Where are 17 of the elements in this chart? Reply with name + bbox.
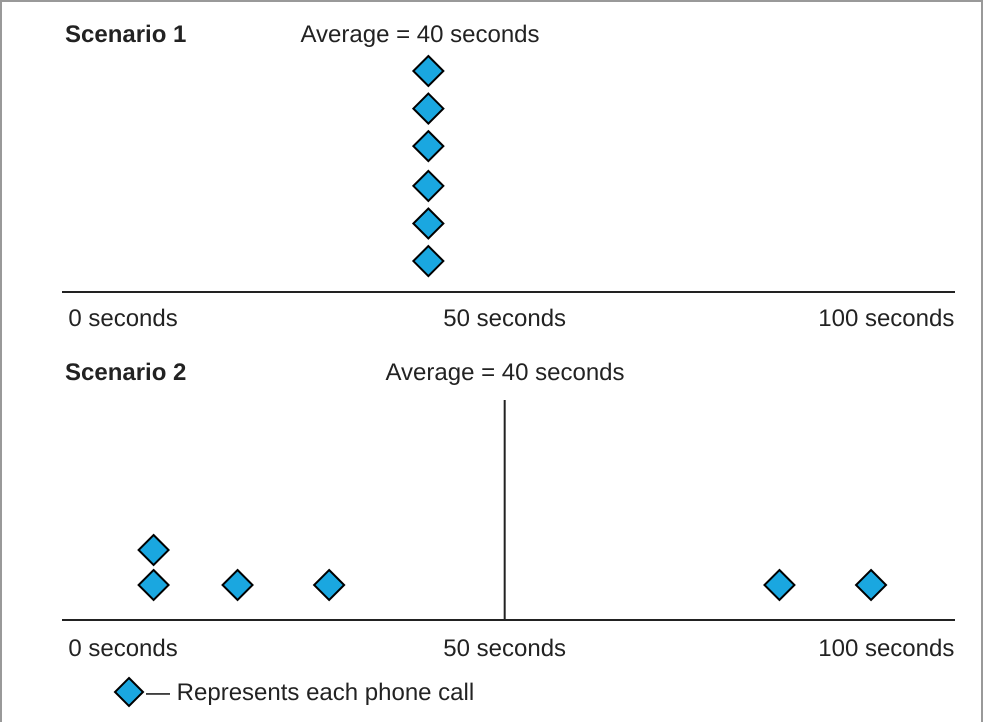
text: Average = 40 seconds [300,21,540,48]
point [412,130,444,162]
point [412,207,444,240]
legend-label: — Represents each phone call [146,679,474,706]
point [412,92,444,125]
chart-title: Scenario 1 [65,21,186,48]
x-tick-label: 100 seconds [818,635,954,662]
x-tick-label: 100 seconds [818,305,954,332]
x-tick-label: 0 seconds [68,305,178,332]
point [412,55,444,87]
x-tick-label: 0 seconds [68,635,178,662]
point [412,170,444,202]
x-tick-label: 50 seconds [443,305,566,332]
text: Average = 40 seconds [385,359,625,386]
chart-title: Scenario 2 [65,359,186,386]
point [412,245,444,278]
x-tick-label: 50 seconds [443,635,566,662]
